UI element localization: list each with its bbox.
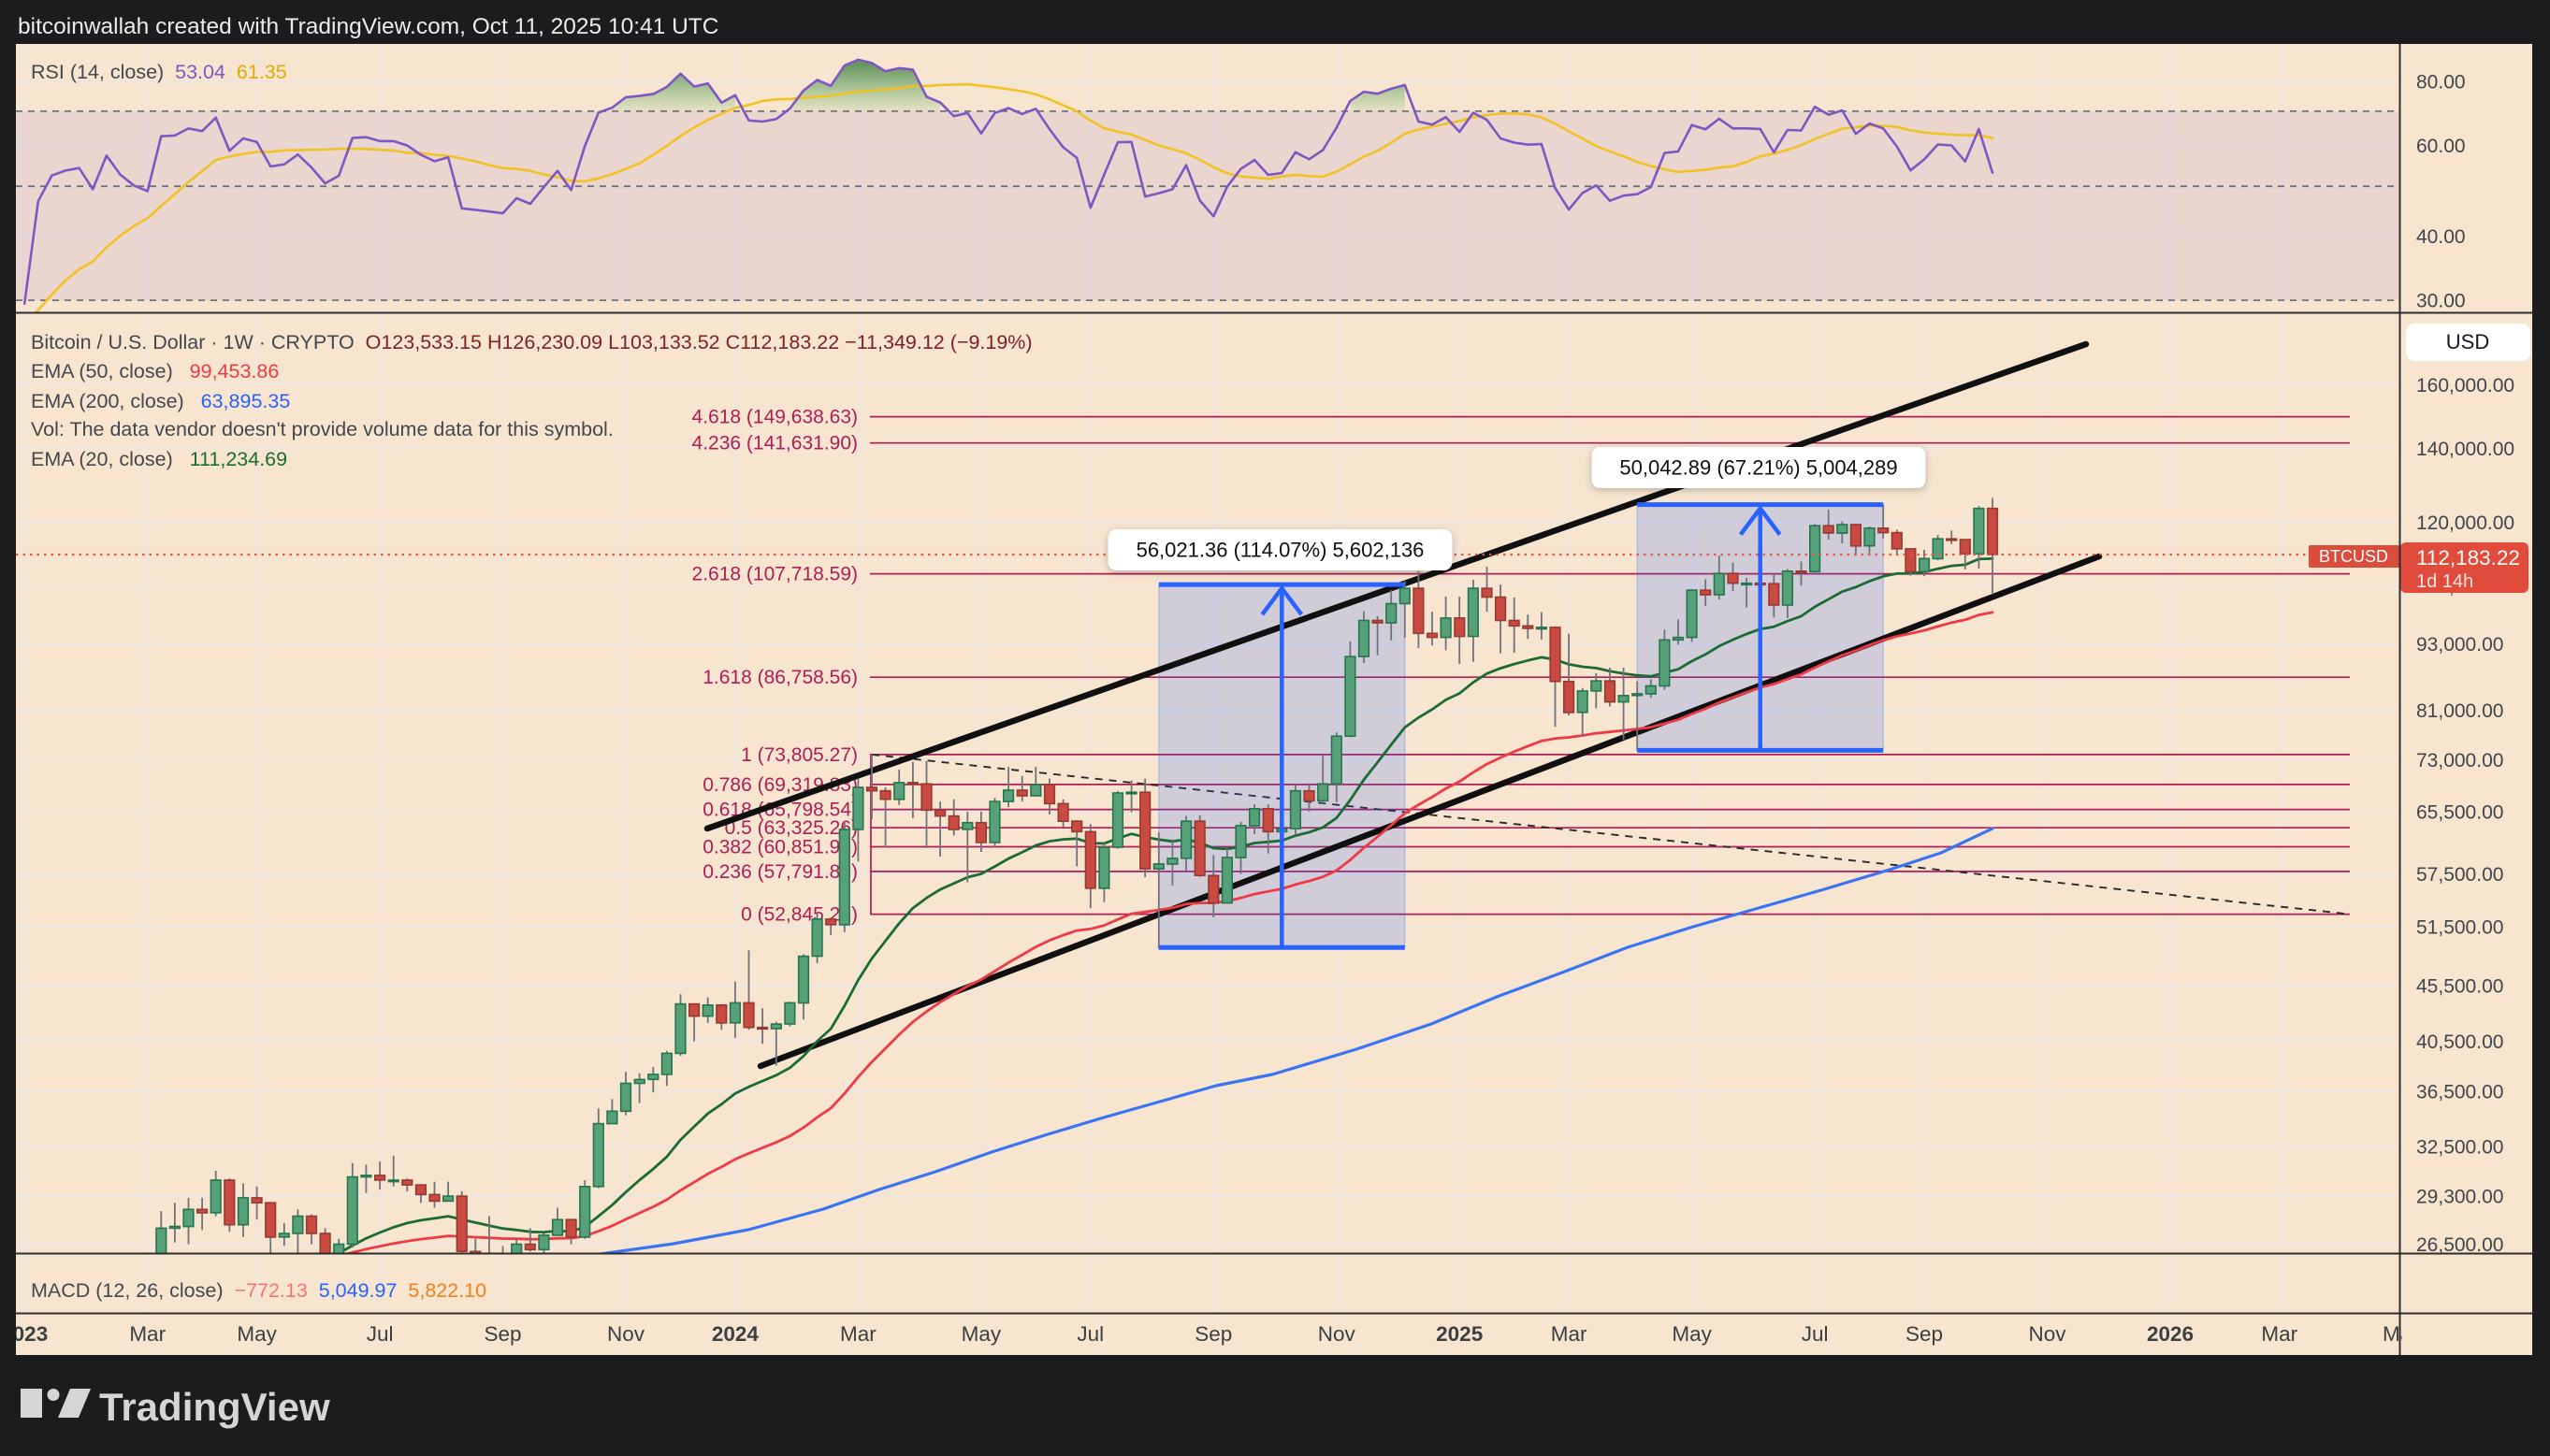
- svg-text:EMA (200, close) 63,895.35: EMA (200, close) 63,895.35: [31, 390, 290, 412]
- svg-text:May: May: [2383, 1322, 2423, 1346]
- svg-text:Sep: Sep: [1195, 1322, 1232, 1346]
- svg-text:40.00: 40.00: [2416, 226, 2466, 248]
- svg-text:56,021.36 (114.07%) 5,602,136: 56,021.36 (114.07%) 5,602,136: [1137, 539, 1425, 562]
- svg-text:BTCUSD: BTCUSD: [2319, 547, 2388, 566]
- svg-text:MACD (12, 26, close) −772.13: MACD (12, 26, close) −772.13 5,049.97 5,…: [31, 1279, 486, 1302]
- svg-text:80.00: 80.00: [2416, 72, 2466, 94]
- svg-text:RSI (14, close) 53.04 61.35: RSI (14, close) 53.04 61.35: [31, 61, 287, 83]
- svg-text:Mar: Mar: [2261, 1322, 2297, 1346]
- svg-text:Jul: Jul: [1802, 1322, 1829, 1346]
- svg-text:Sep: Sep: [484, 1322, 521, 1346]
- svg-text:112,183.22: 112,183.22: [2416, 546, 2520, 569]
- svg-text:0.5 (63,325.26): 0.5 (63,325.26): [725, 817, 858, 839]
- svg-text:Vol: The data vendor doesn't p: Vol: The data vendor doesn't provide vol…: [31, 418, 614, 440]
- svg-text:2024: 2024: [712, 1322, 760, 1346]
- svg-text:36,500.00: 36,500.00: [2416, 1081, 2503, 1103]
- svg-text:2026: 2026: [2147, 1322, 2194, 1346]
- svg-text:1d 14h: 1d 14h: [2416, 571, 2473, 592]
- svg-text:81,000.00: 81,000.00: [2416, 700, 2503, 722]
- svg-text:1 (73,805.27): 1 (73,805.27): [741, 744, 858, 766]
- svg-text:32,500.00: 32,500.00: [2416, 1137, 2503, 1159]
- svg-text:140,000.00: 140,000.00: [2416, 439, 2514, 460]
- svg-text:Sep: Sep: [1905, 1322, 1943, 1346]
- svg-text:Nov: Nov: [2028, 1322, 2066, 1346]
- svg-text:Mar: Mar: [840, 1322, 877, 1346]
- svg-text:Nov: Nov: [607, 1322, 645, 1346]
- svg-text:USD: USD: [2446, 330, 2489, 353]
- svg-text:Bitcoin / U.S. Dollar · 1W · C: Bitcoin / U.S. Dollar · 1W · CRYPTO O123…: [31, 331, 1033, 353]
- svg-text:EMA (50, close) 99,453.86: EMA (50, close) 99,453.86: [31, 360, 279, 382]
- svg-text:51,500.00: 51,500.00: [2416, 916, 2503, 938]
- svg-text:120,000.00: 120,000.00: [2416, 512, 2514, 534]
- svg-text:Nov: Nov: [1318, 1322, 1356, 1346]
- svg-text:93,000.00: 93,000.00: [2416, 634, 2503, 656]
- svg-text:29,300.00: 29,300.00: [2416, 1187, 2503, 1208]
- svg-text:0.382 (60,851.93): 0.382 (60,851.93): [703, 837, 858, 858]
- svg-text:1.618 (86,758.56): 1.618 (86,758.56): [703, 667, 858, 688]
- svg-text:bitcoinwallah created with Tra: bitcoinwallah created with TradingView.c…: [18, 14, 718, 39]
- svg-text:160,000.00: 160,000.00: [2416, 375, 2514, 396]
- svg-text:2.618 (107,718.59): 2.618 (107,718.59): [692, 564, 858, 585]
- svg-text:May: May: [962, 1322, 1002, 1346]
- svg-text:May: May: [237, 1322, 277, 1346]
- svg-text:May: May: [1672, 1322, 1712, 1346]
- svg-text:4.618 (149,638.63): 4.618 (149,638.63): [692, 407, 858, 428]
- svg-text:45,500.00: 45,500.00: [2416, 976, 2503, 998]
- svg-text:2025: 2025: [1436, 1322, 1483, 1346]
- svg-text:73,000.00: 73,000.00: [2416, 750, 2503, 771]
- svg-text:Mar: Mar: [129, 1322, 166, 1346]
- svg-text:Mar: Mar: [1551, 1322, 1587, 1346]
- svg-text:2023: 2023: [1, 1322, 48, 1346]
- svg-text:30.00: 30.00: [2416, 291, 2466, 312]
- svg-text:60.00: 60.00: [2416, 136, 2466, 157]
- svg-text:57,500.00: 57,500.00: [2416, 864, 2503, 886]
- svg-text:26,500.00: 26,500.00: [2416, 1234, 2503, 1256]
- svg-text:50,042.89 (67.21%) 5,004,289: 50,042.89 (67.21%) 5,004,289: [1619, 456, 1897, 480]
- svg-text:Jul: Jul: [1077, 1322, 1104, 1346]
- svg-text:TradingView: TradingView: [99, 1385, 330, 1429]
- svg-text:40,500.00: 40,500.00: [2416, 1031, 2503, 1053]
- svg-text:Jul: Jul: [367, 1322, 394, 1346]
- svg-text:65,500.00: 65,500.00: [2416, 801, 2503, 823]
- svg-text:EMA (20, close) 111,234.69: EMA (20, close) 111,234.69: [31, 448, 287, 470]
- svg-text:0.236 (57,791.83): 0.236 (57,791.83): [703, 861, 858, 883]
- svg-text:4.236 (141,631.90): 4.236 (141,631.90): [692, 433, 858, 454]
